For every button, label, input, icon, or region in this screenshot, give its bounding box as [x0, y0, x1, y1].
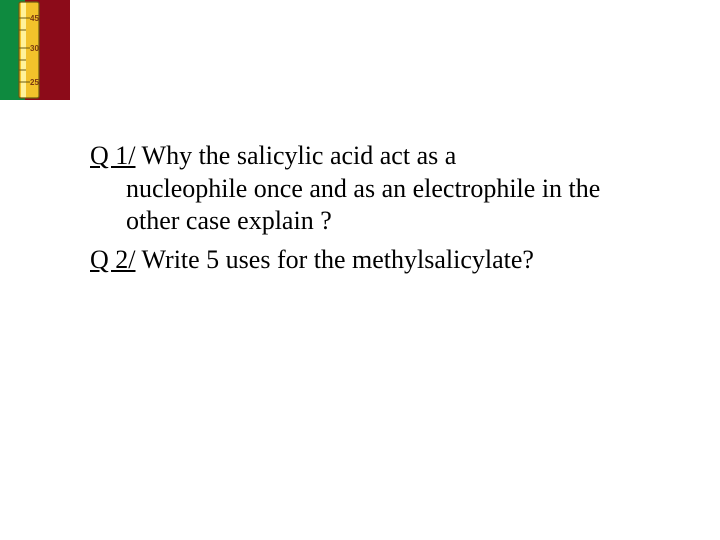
- question-2-firstline: Write 5 uses for the methylsalicylate?: [136, 245, 534, 274]
- question-1-rest: nucleophile once and as an electrophile …: [90, 173, 630, 238]
- grad-label-2: 25: [30, 78, 39, 87]
- question-1-label: Q 1/: [90, 141, 136, 170]
- content-area: Q 1/ Why the salicylic acid act as a nuc…: [90, 140, 630, 282]
- question-1: Q 1/ Why the salicylic acid act as a nuc…: [90, 140, 630, 238]
- question-1-firstline: Why the salicylic acid act as a: [136, 141, 457, 170]
- grad-label-1: 30: [30, 44, 39, 53]
- question-2: Q 2/ Write 5 uses for the methylsalicyla…: [90, 244, 630, 277]
- tube-highlight: [21, 2, 26, 98]
- grad-label-0: 45: [30, 14, 39, 23]
- corner-thumbnail: 45 30 25: [0, 0, 70, 100]
- slide: 45 30 25 Q 1/ Why the salicylic acid act…: [0, 0, 720, 540]
- question-2-label: Q 2/: [90, 245, 136, 274]
